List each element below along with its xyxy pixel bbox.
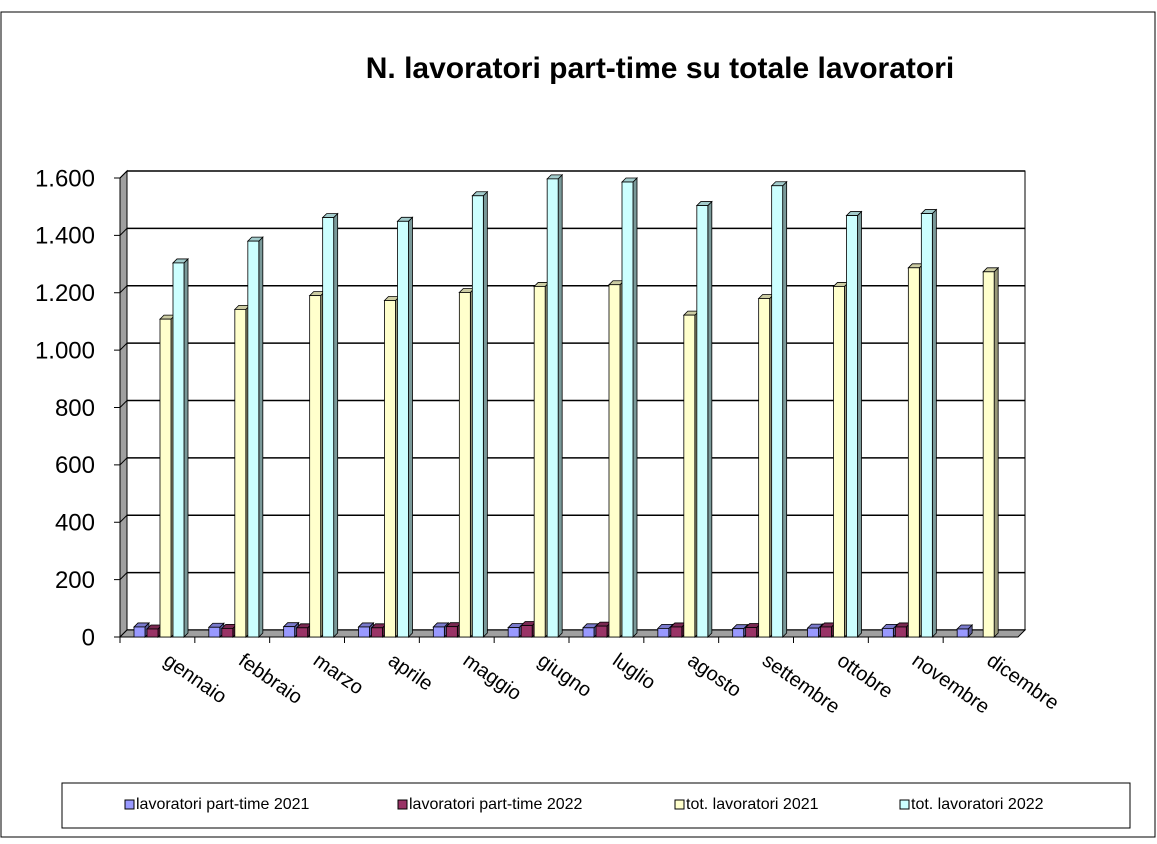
- bar-side: [782, 180, 788, 638]
- bar-front: [146, 628, 159, 638]
- bar-front: [283, 626, 296, 638]
- bar-front: [234, 308, 247, 638]
- bar-front: [956, 628, 969, 638]
- bar-front: [608, 284, 621, 638]
- legend-label: lavoratori part-time 2021: [136, 796, 310, 813]
- bar-front: [621, 181, 634, 638]
- y-tick-label: 1.600: [35, 165, 95, 192]
- bar: [920, 208, 938, 638]
- bar-front: [745, 627, 758, 638]
- bar: [172, 257, 189, 638]
- bar-front: [907, 267, 920, 638]
- bar: [396, 216, 414, 638]
- y-tick-label: 600: [55, 452, 95, 479]
- bar: [546, 173, 564, 638]
- bar-front: [657, 627, 670, 638]
- bar-front: [696, 205, 709, 638]
- bar-front: [683, 314, 696, 638]
- y-tick-label: 800: [55, 395, 95, 422]
- bar-front: [507, 627, 520, 638]
- bar-front: [371, 627, 383, 638]
- bar-front: [533, 286, 546, 638]
- bar-front: [471, 195, 484, 638]
- bar-front: [384, 300, 396, 638]
- legend-swatch: [674, 799, 685, 810]
- bar-front: [846, 215, 858, 638]
- legend-box: [61, 782, 1131, 829]
- bar: [956, 624, 974, 638]
- bar-side: [258, 236, 264, 638]
- bar-front: [595, 625, 608, 638]
- y-tick-label: 200: [55, 567, 95, 594]
- bar-front: [771, 185, 784, 638]
- bar-front: [920, 213, 933, 638]
- bar-front: [208, 626, 221, 638]
- bar-side: [557, 173, 563, 638]
- bar-side: [632, 177, 638, 638]
- bar-side: [707, 200, 713, 638]
- bar-front: [296, 627, 309, 638]
- legend-label: tot. lavoratori 2021: [686, 796, 819, 813]
- y-tick-label: 1.400: [35, 223, 95, 250]
- bar-front: [670, 626, 683, 638]
- grid-line: [119, 170, 128, 179]
- bar: [321, 212, 339, 638]
- bar-front: [820, 626, 832, 638]
- bar-front: [982, 271, 995, 638]
- legend-label: lavoratori part-time 2022: [409, 796, 583, 813]
- bar-side: [333, 212, 339, 638]
- bar-side: [857, 210, 862, 638]
- grid-line: [119, 228, 128, 236]
- bar: [845, 210, 863, 638]
- bar-front: [758, 298, 771, 638]
- bar-front: [221, 627, 234, 638]
- bar-front: [309, 295, 322, 638]
- bar-front: [582, 627, 595, 638]
- bar-side: [408, 216, 413, 638]
- bar-front: [881, 627, 894, 638]
- bar-side: [183, 257, 189, 638]
- bar-front: [172, 262, 185, 638]
- bar: [246, 236, 264, 638]
- y-tick-label: 1.200: [35, 280, 95, 307]
- bar: [471, 190, 489, 638]
- y-tick-label: 400: [55, 510, 95, 537]
- bar-side: [931, 208, 937, 638]
- bar-front: [159, 318, 172, 638]
- bar-front: [807, 627, 819, 638]
- legend-swatch: [899, 799, 910, 810]
- bar: [695, 200, 713, 638]
- bar-front: [546, 178, 559, 638]
- bar-front: [247, 240, 260, 638]
- bar-front: [520, 625, 533, 638]
- bar-front: [397, 220, 409, 638]
- grid-line: [119, 285, 128, 294]
- bar-front: [833, 286, 845, 638]
- y-tick-label: 0: [82, 624, 95, 651]
- grid-line: [119, 514, 128, 523]
- bar-front: [133, 626, 146, 638]
- legend-swatch: [124, 799, 135, 810]
- bar-front: [432, 626, 445, 638]
- bar: [982, 266, 1000, 638]
- bar-front: [322, 217, 335, 638]
- grid-line: [119, 400, 128, 408]
- grid-line: [119, 457, 128, 466]
- y-tick-label: 1.000: [35, 337, 95, 364]
- bar-front: [458, 292, 471, 638]
- bar-front: [445, 626, 458, 638]
- bar-side: [482, 190, 488, 638]
- grid-line: [119, 342, 128, 351]
- bar: [621, 177, 638, 638]
- bar-front: [732, 628, 745, 638]
- legend-label: tot. lavoratori 2022: [911, 796, 1044, 813]
- bar-front: [358, 626, 370, 638]
- grid-line: [119, 572, 128, 580]
- bar: [770, 180, 788, 638]
- bar-side: [993, 266, 999, 638]
- chart-title: N. lavoratori part-time su totale lavora…: [366, 52, 954, 85]
- legend-swatch: [397, 799, 408, 810]
- bar-front: [894, 626, 907, 638]
